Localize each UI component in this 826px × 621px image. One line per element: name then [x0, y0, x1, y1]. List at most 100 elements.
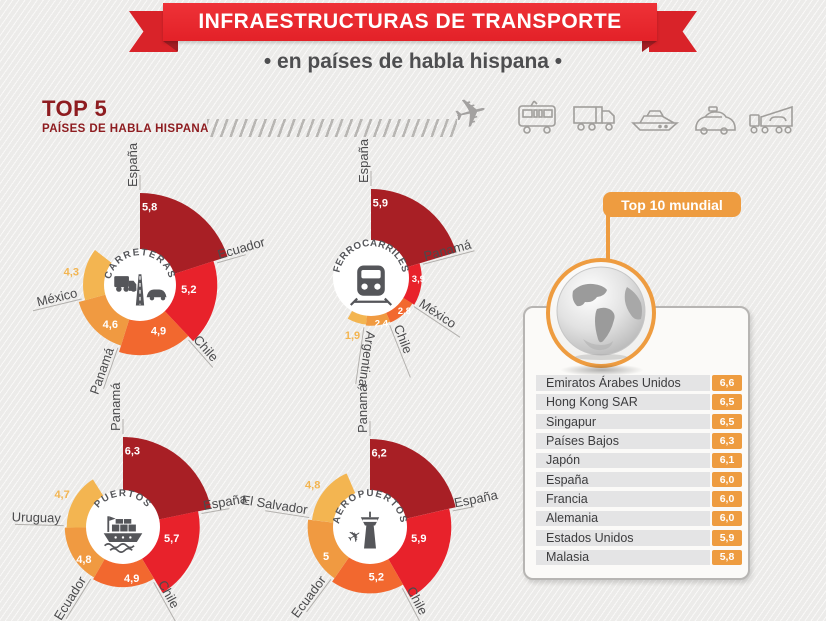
value-label: 5,8	[142, 202, 157, 214]
ribbon-fold-right-icon	[642, 41, 657, 52]
country-label: Panamá	[108, 382, 123, 431]
country-cell: Países Bajos	[536, 433, 710, 449]
transport-icons-row: ✈	[449, 87, 793, 142]
table-row: Estados Unidos 5,9	[536, 530, 742, 546]
label-line	[265, 510, 310, 519]
value-label: 2,8	[398, 306, 411, 317]
score-badge: 5,8	[712, 549, 742, 566]
table-row: Hong Kong SAR 6,5	[536, 394, 742, 410]
value-label: 4,6	[103, 319, 118, 331]
value-label: 4,8	[76, 554, 91, 566]
value-label: 5	[323, 551, 329, 563]
country-label: Ecuador	[51, 573, 90, 621]
country-label: Uruguay	[12, 509, 62, 525]
label-line	[401, 588, 420, 621]
score-badge: 6,0	[712, 491, 742, 507]
country-cell: Estados Unidos	[536, 530, 710, 546]
page-subtitle: • en países de habla hispana •	[263, 50, 563, 73]
globe-icon	[556, 266, 646, 360]
car-carrier-icon	[748, 97, 796, 142]
table-row: Alemania 6,0	[536, 510, 742, 527]
label-line	[422, 250, 475, 265]
table-row: Emiratos Árabes Unidos 6,6	[536, 375, 742, 391]
chart-aeropuertos: Panamá España Chile Ecuador El Salvador 6,2 5,…	[241, 384, 500, 621]
value-label: 4,7	[54, 489, 69, 501]
country-cell: Alemania	[536, 510, 710, 527]
country-cell: Francia	[536, 491, 710, 507]
top10-tab-label: Top 10 mundial	[621, 196, 723, 213]
chart-puertos: Panamá España Chile Ecuador Uruguay 6,3 5,7 4,9…	[12, 382, 249, 621]
table-row: Malasia 5,8	[536, 549, 742, 566]
table-row: Singapur 6,5	[536, 413, 742, 430]
cargo-truck-icon	[572, 97, 618, 142]
country-label: Ecuador	[288, 572, 329, 620]
top10-connector-line	[606, 210, 610, 274]
country-label: Chile	[404, 584, 431, 617]
value-label: 3,9	[412, 274, 425, 285]
value-label: 6,3	[125, 446, 140, 458]
table-row: Países Bajos 6,3	[536, 433, 742, 449]
top10-table: Emiratos Árabes Unidos 6,6 Hong Kong SAR 6,…	[536, 375, 742, 569]
score-badge: 6,5	[712, 413, 742, 430]
country-label: Chile	[191, 332, 222, 364]
score-badge: 5,9	[712, 530, 742, 546]
table-row: Francia 6,0	[536, 491, 742, 507]
globe-shadow	[560, 364, 644, 376]
tram-icon	[516, 97, 560, 142]
score-badge: 6,6	[712, 375, 742, 391]
country-label: México	[35, 285, 79, 309]
label-line	[413, 306, 461, 338]
country-cell: Malasia	[536, 549, 710, 566]
label-line	[15, 523, 64, 527]
top10-tab: Top 10 mundial	[603, 192, 741, 217]
country-cell: Japón	[536, 452, 710, 469]
value-label: 4,9	[151, 325, 166, 337]
top5-heading: TOP 5	[42, 96, 108, 121]
hatch-decoration	[207, 119, 457, 137]
label-line	[65, 578, 92, 620]
taxi-icon	[692, 103, 736, 142]
ribbon-fold-left-icon	[163, 41, 178, 52]
label-line	[153, 582, 176, 621]
value-label: 5,2	[369, 572, 384, 584]
chart-carreteras: EspañaEcuadorChilePanamáMéxico5,85,24,94…	[32, 142, 267, 396]
score-badge: 6,1	[712, 452, 742, 469]
title-ribbon: INFRAESTRUCTURAS DE TRANSPORTE	[163, 3, 657, 41]
label-line	[188, 339, 214, 368]
country-label: Chile	[155, 578, 182, 611]
chart-ferrocarriles: EspañaPanamáMéxicoChileArgentina5,93,92,…	[332, 138, 475, 388]
airplane-icon: ✈	[449, 87, 504, 142]
country-label: España	[453, 487, 500, 510]
value-label: 5,9	[373, 198, 388, 210]
table-row: España 6,0	[536, 471, 742, 488]
value-label: 6,2	[371, 448, 386, 460]
country-label: El Salvador	[241, 492, 310, 517]
country-label: Chile	[391, 322, 416, 355]
score-badge: 6,3	[712, 433, 742, 449]
value-label: 1,9	[345, 330, 360, 342]
score-badge: 6,5	[712, 394, 742, 410]
label-line	[355, 327, 365, 384]
country-label: México	[416, 296, 459, 331]
score-badge: 6,0	[712, 510, 742, 527]
label-line	[452, 506, 475, 512]
country-label: España	[356, 138, 371, 183]
road-vehicles-icon	[114, 274, 167, 306]
value-label: 5,9	[411, 533, 426, 545]
train-icon	[349, 265, 393, 306]
label-line	[201, 508, 230, 514]
country-cell: España	[536, 471, 710, 488]
value-label: 4,8	[305, 479, 320, 491]
label-line	[389, 325, 411, 378]
table-row: Japón 6,1	[536, 452, 742, 469]
yacht-icon	[630, 97, 680, 142]
country-cell: Singapur	[536, 413, 710, 430]
country-label: España	[202, 491, 249, 513]
label-line	[32, 298, 82, 312]
score-badge: 6,0	[712, 471, 742, 488]
globe-ring	[546, 258, 656, 368]
top5-subheading: PAÍSES DE HABLA HISPANA	[42, 123, 209, 135]
country-cell: Hong Kong SAR	[536, 394, 710, 410]
value-label: 4,3	[64, 266, 79, 278]
